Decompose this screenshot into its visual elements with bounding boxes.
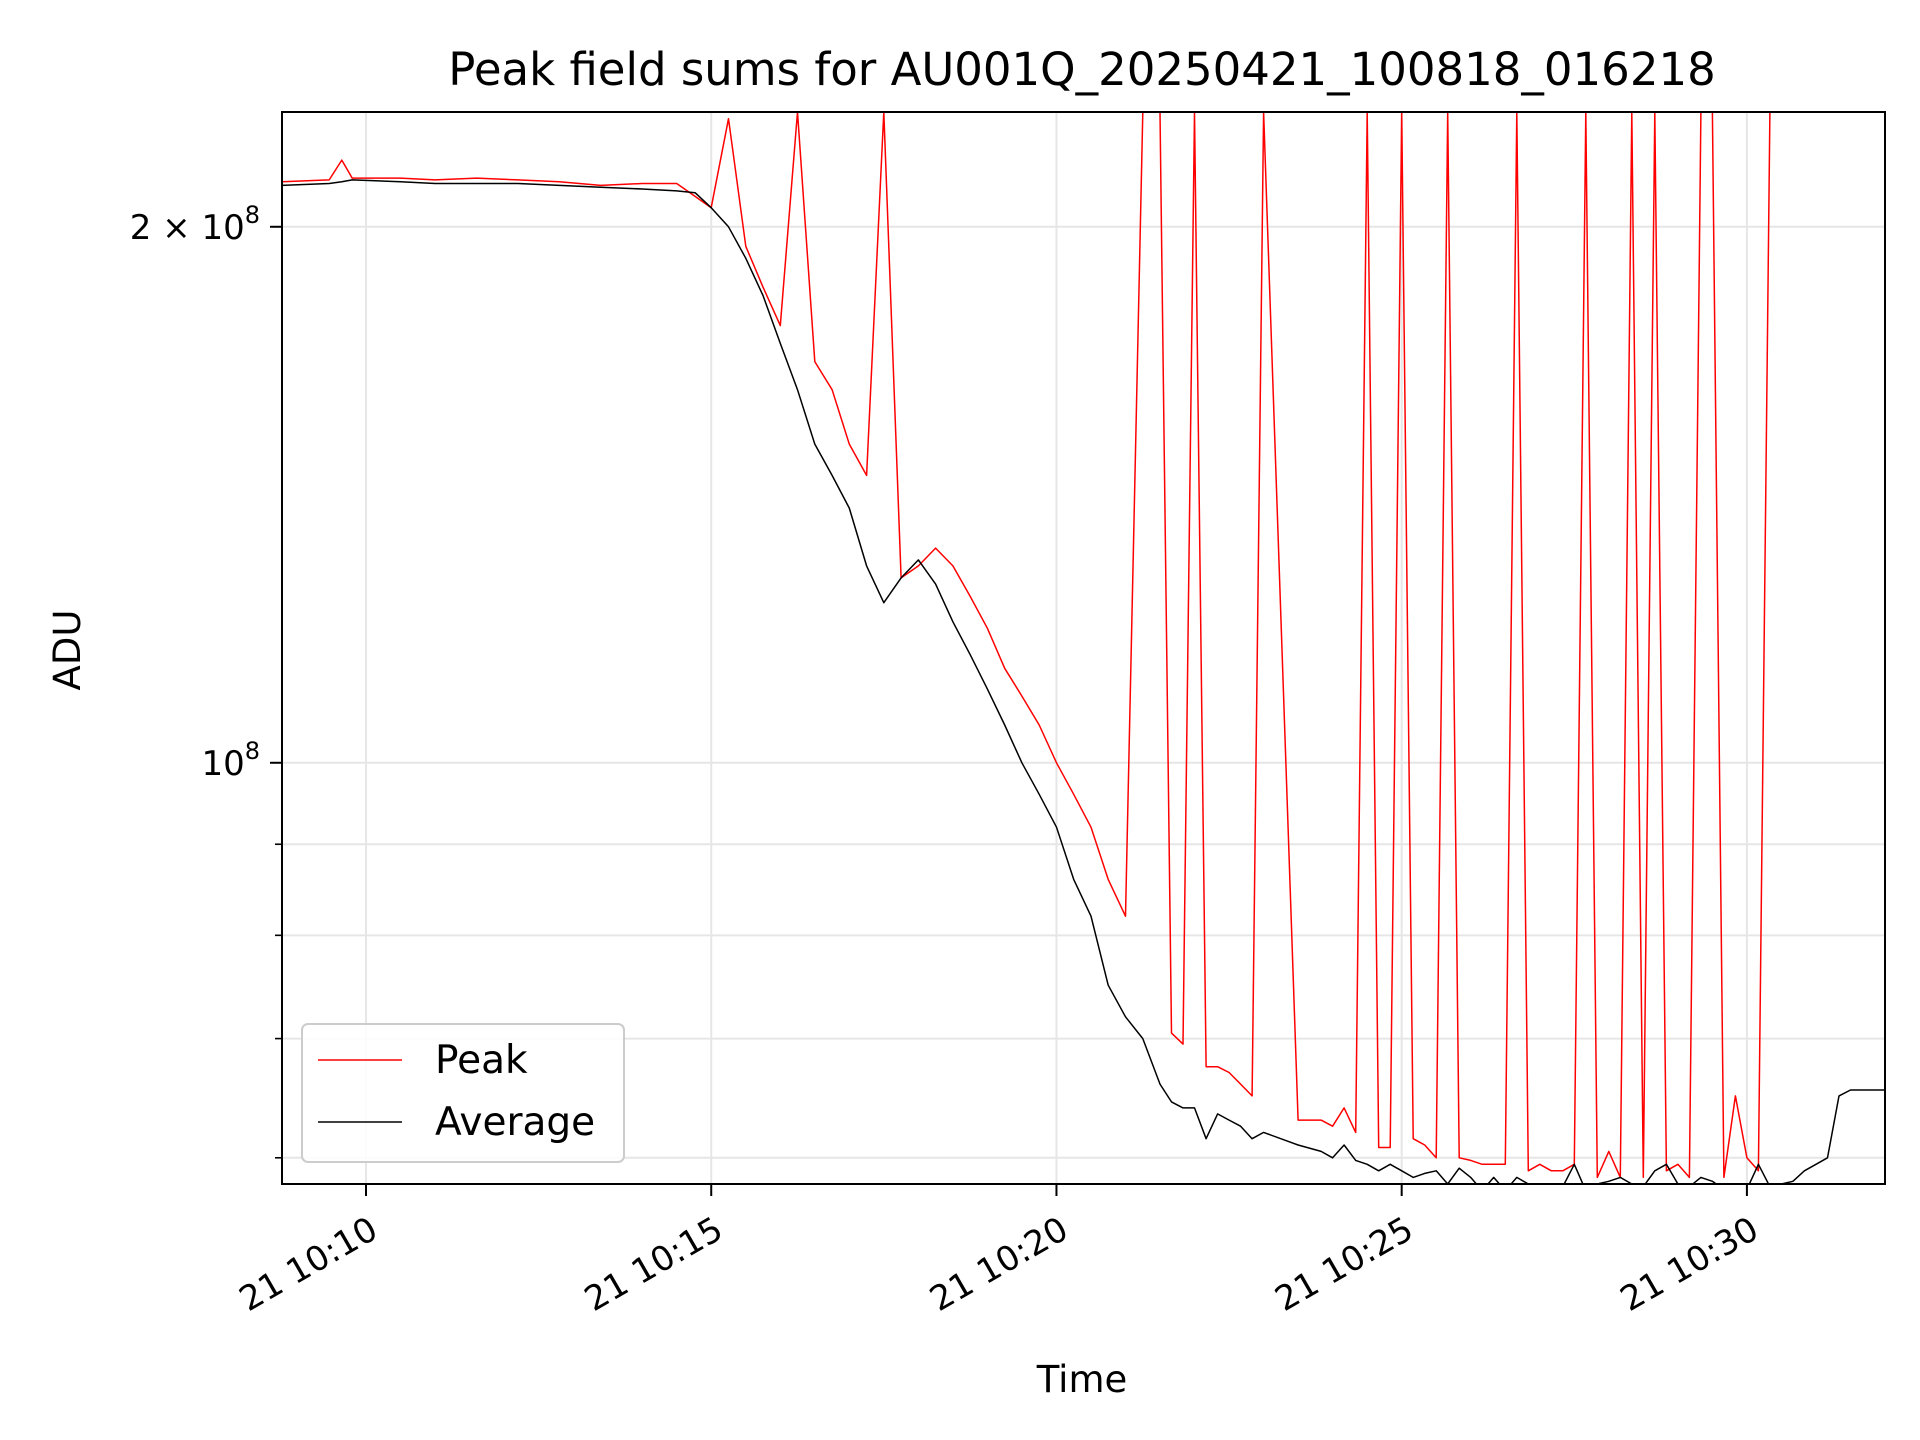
y-axis-label: ADU [46, 610, 89, 691]
y-axis: 108 2 × 108 [130, 201, 282, 1159]
legend: Peak Average [301, 1023, 625, 1163]
series-line-peak [282, 112, 1885, 1179]
plot-frame [281, 111, 1886, 1185]
legend-average-label: Average [435, 1100, 595, 1145]
y-tick-label: 2 × 108 [130, 201, 260, 248]
legend-box [301, 1023, 625, 1163]
series-group [282, 112, 1885, 1184]
x-axis-label: Time [1036, 1358, 1128, 1401]
series-line-average [282, 179, 1885, 1184]
plot-area [282, 112, 1885, 1184]
chart-title: Peak field sums for AU001Q_20250421_1008… [448, 43, 1715, 96]
y-tick-label: 108 [201, 737, 260, 784]
legend-peak-label: Peak [435, 1038, 528, 1083]
